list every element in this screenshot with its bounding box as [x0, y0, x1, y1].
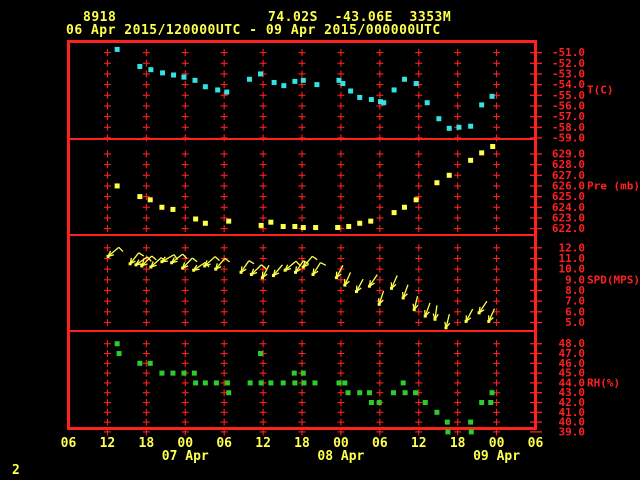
relative_humidity-tick-label: 39.0	[559, 425, 586, 438]
pressure-tick-label: 628.0	[552, 158, 585, 171]
relative_humidity-tick-label: 44.0	[559, 376, 586, 389]
pressure-tick-label: 622.0	[552, 222, 585, 235]
time-tick-label: 12	[255, 436, 271, 451]
temperature-tick-label: -56.0	[552, 99, 585, 112]
time-tick-label: 12	[100, 436, 116, 451]
grid-ticks	[103, 49, 542, 436]
pressure-tick-label: 625.0	[552, 190, 585, 203]
station-location: 74.02S -43.06E 3353M	[268, 10, 452, 25]
time-tick-label: 06	[372, 436, 388, 451]
relative_humidity-tick-label: 48.0	[559, 337, 586, 350]
pressure-axis-title: Pre (mb)	[587, 179, 640, 192]
relative_humidity-tick-label: 45.0	[559, 367, 586, 380]
time-tick-label: 18	[139, 436, 155, 451]
relative_humidity-tick-label: 40.0	[559, 416, 586, 429]
wind_speed-tick-label: 11.0	[559, 252, 586, 265]
temperature-tick-label: -51.0	[552, 46, 585, 59]
time-tick-label: 00	[333, 436, 349, 451]
temperature-tick-label: -54.0	[552, 78, 585, 91]
relative_humidity-series	[114, 341, 495, 435]
date-label: 07 Apr	[162, 449, 209, 464]
page-number: 2	[12, 463, 21, 478]
time-tick-label: 18	[294, 436, 310, 451]
wind_speed-series	[106, 246, 496, 330]
wind_speed-tick-label: 5.0	[565, 316, 585, 329]
pressure-tick-label: 629.0	[552, 147, 585, 160]
relative_humidity-tick-label: 42.0	[559, 396, 586, 409]
time-tick-label: 06	[528, 436, 544, 451]
temperature-tick-label: -52.0	[552, 57, 585, 70]
time-tick-label: 00	[177, 436, 193, 451]
date-label: 09 Apr	[473, 449, 520, 464]
time-tick-label: 18	[450, 436, 466, 451]
time-tick-label: 06	[216, 436, 232, 451]
temperature-tick-label: -58.0	[552, 121, 585, 134]
axis-labels: -51.0-52.0-53.0-54.0-55.0-56.0-57.0-58.0…	[61, 46, 640, 464]
plot-frame	[67, 40, 537, 430]
wind_speed-tick-label: 8.0	[565, 284, 585, 297]
time-tick-label: 06	[61, 436, 77, 451]
pressure-series	[114, 143, 496, 231]
temperature-tick-label: -53.0	[552, 67, 585, 80]
relative_humidity-tick-label: 41.0	[559, 406, 586, 419]
pressure-tick-label: 624.0	[552, 201, 585, 214]
pressure-tick-label: 623.0	[552, 211, 585, 224]
temperature-series	[114, 46, 495, 131]
time-tick-label: 12	[411, 436, 427, 451]
pressure-tick-label: 626.0	[552, 179, 585, 192]
relative_humidity-tick-label: 46.0	[559, 357, 586, 370]
temperature-tick-label: -59.0	[552, 131, 585, 144]
date-label: 08 Apr	[317, 449, 364, 464]
relative_humidity-axis-title: RH(%)	[587, 376, 620, 389]
relative_humidity-tick-label: 43.0	[559, 386, 586, 399]
temperature-axis-title: T(C)	[587, 83, 614, 96]
temperature-tick-label: -55.0	[552, 89, 585, 102]
relative_humidity-tick-label: 47.0	[559, 347, 586, 360]
wind_speed-tick-label: 12.0	[559, 241, 586, 254]
wind_speed-tick-label: 9.0	[565, 273, 585, 286]
time-tick-label: 00	[489, 436, 505, 451]
wind_speed-tick-label: 7.0	[565, 295, 585, 308]
wind_speed-tick-label: 6.0	[565, 305, 585, 318]
data-layers	[106, 46, 496, 435]
pressure-tick-label: 627.0	[552, 169, 585, 182]
station-id: 8918	[83, 10, 117, 25]
wind_speed-axis-title: SPD(MPS)	[587, 273, 640, 286]
wind_speed-tick-label: 10.0	[559, 263, 586, 276]
temperature-tick-label: -57.0	[552, 110, 585, 123]
plot-time-range: 06 Apr 2015/120000UTC - 09 Apr 2015/0000…	[66, 23, 441, 38]
